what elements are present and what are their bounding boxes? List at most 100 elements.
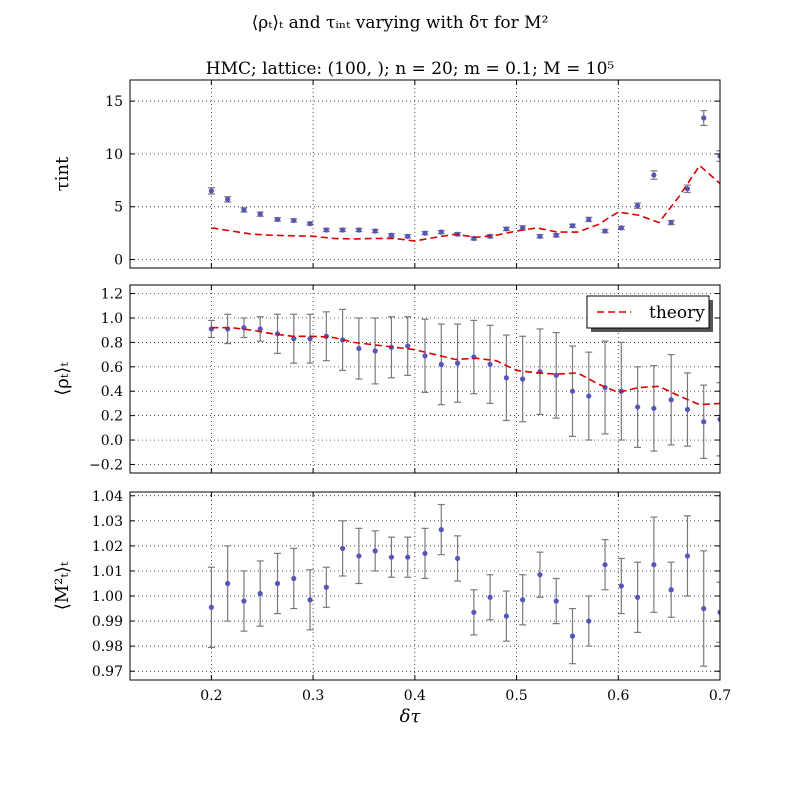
data-point (684, 186, 691, 192)
data-point (454, 555, 461, 562)
y-tick-label: 1.0 (101, 311, 123, 327)
data-point (356, 227, 362, 233)
y-tick-label: 1.01 (92, 564, 123, 580)
data-point (356, 553, 362, 559)
data-point (553, 232, 559, 238)
data-point (701, 419, 707, 425)
panel-frame (129, 491, 721, 681)
y-axis-label: ⟨M²ₜ⟩ₜ (52, 561, 73, 610)
data-point (438, 527, 444, 533)
legend-box (586, 295, 710, 329)
data-point (257, 326, 263, 332)
data-point (503, 226, 509, 232)
y-tick-label: 5 (114, 200, 123, 216)
data-point (537, 572, 543, 578)
data-point (569, 633, 576, 639)
data-point (438, 361, 444, 367)
figure-title: ⟨ρₜ⟩ₜ and τᵢₙₜ varying with δτ for M² (252, 13, 549, 33)
data-point (274, 216, 281, 223)
y-tick-label: 0 (114, 253, 123, 269)
data-point (323, 227, 329, 233)
data-point (635, 594, 641, 600)
data-point (340, 227, 346, 233)
x-tick-label: 0.3 (302, 688, 324, 704)
x-axis-label: δτ (400, 706, 422, 727)
data-point (553, 372, 559, 378)
panel-frame (129, 79, 721, 269)
data-point (701, 605, 707, 612)
x-tick-label: 0.7 (709, 688, 731, 704)
data-point (405, 233, 411, 239)
panel-top: 0 5 10 15 τint (52, 79, 721, 269)
data-point (503, 375, 509, 381)
data-point (274, 580, 281, 587)
data-point (668, 587, 674, 593)
data-point (635, 203, 641, 209)
y-tick-label: 0.2 (101, 409, 123, 425)
panel-frame (129, 284, 721, 474)
y-tick-label: 0.98 (92, 639, 123, 655)
data-point (340, 545, 346, 552)
data-point (586, 216, 592, 223)
data-point (684, 553, 691, 559)
x-tick-label: 0.6 (607, 688, 629, 704)
data-point (291, 575, 297, 582)
data-point (454, 360, 461, 366)
data-point (356, 345, 362, 352)
data-point (388, 232, 395, 238)
data-point (208, 188, 214, 194)
data-point (635, 404, 641, 410)
y-tick-label: 1.03 (92, 514, 123, 530)
y-tick-label: 1.00 (92, 589, 123, 605)
data-point (520, 597, 526, 603)
plot-area (207, 308, 720, 459)
data-point (372, 228, 378, 234)
data-point (323, 584, 329, 590)
data-point (618, 225, 624, 231)
data-point (241, 207, 247, 213)
y-tick-label: 0.97 (92, 664, 123, 680)
panel-middle: −0.2 0.0 0.2 0.4 0.6 0.8 1.0 1.2 ⟨ρₜ⟩ₜ theory (52, 284, 721, 474)
data-point (405, 343, 411, 349)
figure-subtitle: HMC; lattice: (100, ); n = 20; m = 0.1; … (206, 59, 615, 79)
data-point (553, 598, 559, 604)
data-point (717, 153, 720, 159)
data-point (208, 604, 214, 610)
y-tick-label: 0.0 (101, 433, 123, 449)
x-tick-label: 0.2 (200, 688, 222, 704)
y-tick-label: 0.99 (92, 614, 123, 630)
panels: 0 5 10 15 τint −0.2 0.0 0.2 0.4 0.6 0.8 1.0 1.2 ⟨ρₜ⟩ₜ… (52, 79, 731, 704)
plot-area (207, 503, 720, 667)
data-point (717, 609, 720, 615)
data-point (307, 221, 313, 227)
data-point (291, 336, 297, 342)
data-point (372, 548, 378, 554)
data-point (668, 219, 674, 226)
data-point (602, 562, 608, 568)
x-tick-label: 0.5 (505, 688, 527, 704)
y-tick-label: 10 (105, 147, 123, 163)
y-tick-label: 0.4 (101, 384, 123, 400)
y-axis-label: ⟨ρₜ⟩ₜ (52, 362, 73, 396)
data-point (684, 406, 691, 413)
data-point (307, 336, 313, 342)
data-point (422, 550, 428, 557)
y-tick-label: 0.8 (101, 335, 123, 351)
data-point (225, 580, 231, 587)
data-point (618, 583, 624, 589)
panel-bottom: 0.2 0.3 0.4 0.5 0.6 0.7 0.97 0.98 0.99 1.00 1.01 1.… (52, 489, 731, 704)
data-point (520, 376, 526, 382)
data-point (291, 217, 297, 224)
y-tick-label: 15 (105, 94, 123, 110)
y-axis-label: τint (52, 156, 73, 191)
data-point (487, 361, 493, 367)
data-point (503, 613, 509, 619)
data-point (651, 405, 657, 411)
plot-area (207, 110, 720, 242)
data-point (225, 196, 231, 202)
theory-line (211, 326, 720, 406)
data-point (586, 618, 592, 624)
data-point (586, 393, 592, 399)
data-point (651, 172, 657, 178)
